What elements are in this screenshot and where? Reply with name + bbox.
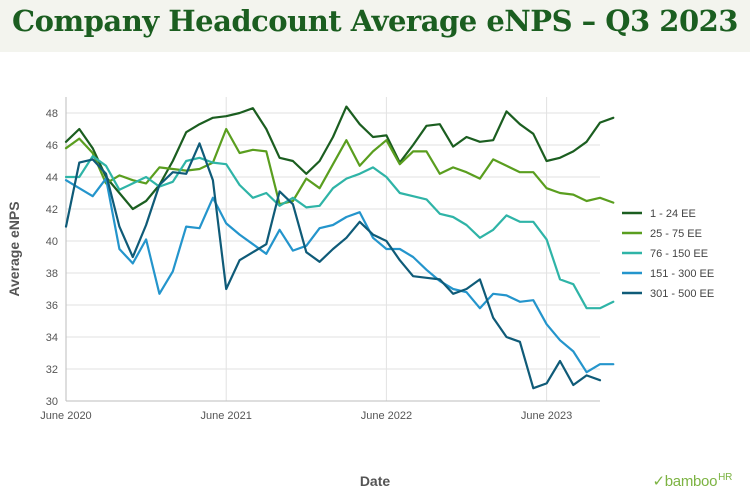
y-tick-label: 42	[46, 204, 58, 216]
y-tick-label: 46	[46, 140, 58, 152]
y-tick-label: 48	[46, 108, 58, 120]
x-tick-label: June 2022	[361, 410, 412, 422]
bamboohr-leaf-icon: ✓	[652, 473, 665, 490]
x-tick-label: June 2023	[521, 410, 572, 422]
brand-suffix: HR	[718, 472, 732, 483]
series-line-2	[64, 127, 615, 206]
x-axis-label: Date	[360, 473, 391, 489]
legend-label: 301 - 500 EE	[650, 288, 714, 300]
x-tick-label: June 2021	[201, 410, 252, 422]
legend-label: 76 - 150 EE	[650, 248, 708, 260]
line-chart: 30 32 34 36 38 40 42 44 46 48 June 2020 June 2021 Ju…	[6, 97, 714, 489]
y-tick-label: 32	[46, 364, 58, 376]
y-tick-label: 36	[46, 300, 58, 312]
y-tick-label: 38	[46, 268, 58, 280]
x-tick-label: June 2020	[40, 410, 91, 422]
y-tick-label: 30	[46, 396, 58, 408]
y-tick-label: 34	[46, 332, 58, 344]
y-tick-label: 44	[46, 172, 58, 184]
axis-layer: 30 32 34 36 38 40 42 44 46 48 June 2020 June 2021 Ju…	[40, 97, 600, 422]
brand-logo: ✓bambooHR	[652, 472, 732, 490]
series-line-4	[64, 177, 615, 374]
page-title: Company Headcount Average eNPS – Q3 2023	[12, 4, 738, 38]
series-line-3	[64, 155, 615, 310]
y-axis-label: Average eNPS	[6, 201, 22, 296]
legend-label: 1 - 24 EE	[650, 208, 696, 220]
series-line-1	[64, 105, 615, 211]
series-line-5	[64, 142, 602, 390]
legend-label: 151 - 300 EE	[650, 268, 714, 280]
legend-label: 25 - 75 EE	[650, 228, 702, 240]
y-tick-label: 40	[46, 236, 58, 248]
brand-name: bamboo	[664, 473, 718, 490]
series-layer	[64, 105, 615, 390]
legend: 1 - 24 EE 25 - 75 EE 76 - 150 EE 151 - 300 …	[622, 208, 714, 300]
chart-card: 30 32 34 36 38 40 42 44 46 48 June 2020 June 2021 Ju…	[0, 52, 750, 500]
